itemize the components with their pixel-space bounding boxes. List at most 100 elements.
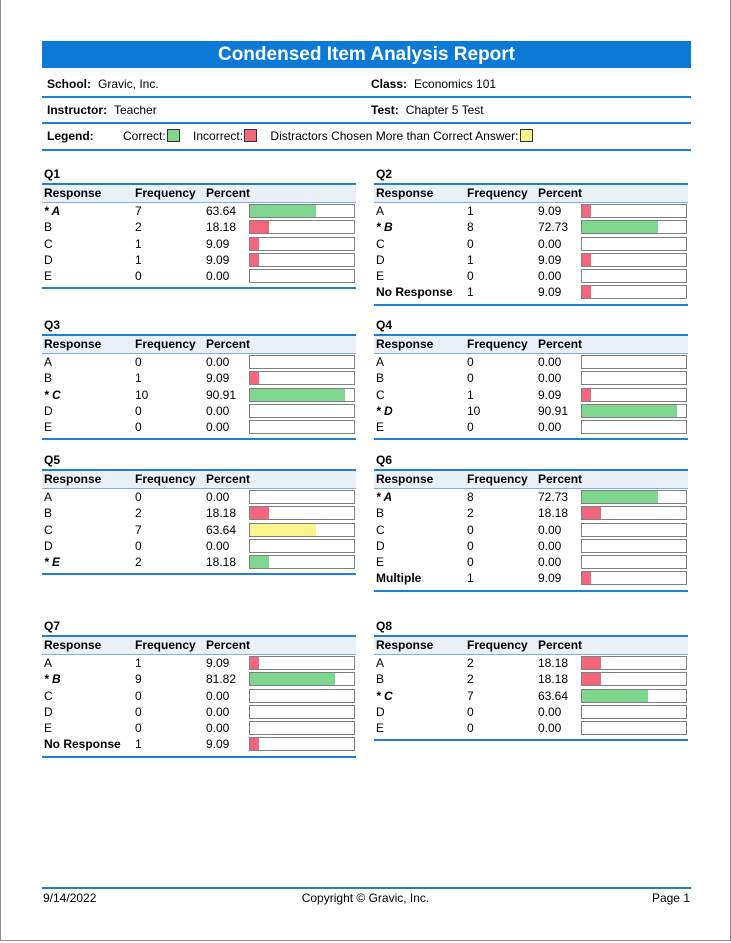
response-cell: E (376, 269, 385, 284)
table-row: * C 10 90.91 (42, 387, 356, 403)
percent-bar (581, 656, 687, 670)
table-row: C 0 0.00 (374, 236, 688, 252)
question-block: Q2 Response Frequency Percent A 1 9.09 * B 8 72.7… (374, 166, 688, 306)
legend-label: Legend: (47, 129, 94, 143)
table-row: E 0 0.00 (42, 268, 356, 284)
frequency-cell: 9 (135, 672, 142, 687)
question-block: Q4 Response Frequency Percent A 0 0.00 B 0 0.00 C 1… (374, 317, 688, 441)
legend-correct-label: Correct: (123, 129, 166, 143)
percent-bar-fill (582, 507, 601, 520)
frequency-header: Frequency (467, 186, 528, 200)
instructor-value: Teacher (114, 103, 157, 117)
frequency-cell: 8 (467, 220, 474, 235)
percent-cell: 0.00 (538, 269, 562, 284)
block-bottom-rule (42, 755, 356, 758)
percent-bar (581, 387, 687, 402)
table-row: * B 9 81.82 (42, 671, 356, 687)
percent-header: Percent (538, 472, 583, 486)
percent-bar (249, 656, 355, 670)
percent-cell: 18.18 (206, 220, 237, 235)
frequency-header: Frequency (135, 337, 196, 351)
percent-bar-fill (250, 221, 269, 234)
response-cell: B (376, 371, 385, 386)
response-cell: * A (376, 490, 393, 504)
table-row: C 0 0.00 (374, 522, 688, 538)
percent-cell: 72.73 (538, 490, 569, 504)
block-bottom-rule (42, 573, 356, 576)
frequency-header: Frequency (467, 472, 528, 486)
table-row: D 0 0.00 (374, 538, 688, 554)
table-row: * B 8 72.73 (374, 219, 688, 235)
percent-header: Percent (538, 337, 583, 351)
response-cell: E (376, 721, 385, 736)
percent-cell: 0.00 (538, 371, 562, 386)
response-cell: D (44, 704, 53, 719)
percent-cell: 9.09 (538, 285, 562, 300)
percent-cell: 0.00 (206, 355, 230, 369)
footer-page: Page 1 (651, 891, 690, 905)
response-cell: C (44, 688, 53, 703)
table-row: B 0 0.00 (374, 370, 688, 386)
test-label: Test: (371, 103, 399, 117)
block-bottom-rule (374, 589, 688, 592)
percent-cell: 0.00 (538, 236, 562, 251)
percent-cell: 9.09 (206, 236, 230, 251)
response-header: Response (44, 337, 102, 351)
table-row: D 0 0.00 (374, 704, 688, 720)
frequency-cell: 2 (467, 672, 474, 687)
frequency-cell: 0 (467, 236, 474, 251)
percent-bar-fill (250, 237, 260, 250)
response-cell: C (44, 522, 53, 537)
percent-bar-fill (582, 491, 658, 503)
table-row: C 1 9.09 (42, 236, 356, 252)
question-block: Q8 Response Frequency Percent A 2 18.18 B 2 18.18… (374, 618, 688, 742)
response-cell: * E (44, 555, 61, 570)
percent-cell: 9.09 (206, 656, 230, 670)
frequency-cell: 0 (467, 704, 474, 719)
table-row: A 0 0.00 (42, 489, 356, 505)
percent-cell: 63.64 (538, 688, 569, 703)
class-info: Class: Economics 101 (371, 73, 496, 95)
table-row: C 7 63.64 (42, 522, 356, 538)
percent-bar (249, 688, 355, 703)
frequency-cell: 2 (135, 506, 142, 521)
percent-cell: 81.82 (206, 672, 237, 687)
separator (42, 122, 691, 124)
percent-cell: 0.00 (206, 721, 230, 736)
table-row: A 2 18.18 (374, 655, 688, 671)
percent-bar (581, 236, 687, 251)
instructor-label: Instructor: (47, 103, 107, 117)
percent-bar-fill (582, 221, 658, 234)
response-cell: No Response (44, 737, 121, 752)
frequency-cell: 0 (467, 355, 474, 369)
frequency-cell: 1 (467, 387, 474, 402)
percent-bar-fill (582, 205, 592, 217)
response-cell: E (44, 721, 53, 736)
frequency-cell: 1 (467, 204, 474, 218)
legend-distractor-label: Distractors Chosen More than Correct Ans… (270, 129, 519, 143)
question-block: Q6 Response Frequency Percent * A 8 72.73 B 2 18.… (374, 452, 688, 592)
percent-bar (249, 355, 355, 369)
class-label: Class: (371, 77, 408, 91)
frequency-cell: 2 (467, 656, 474, 670)
question-title: Q8 (376, 619, 393, 633)
frequency-cell: 0 (467, 522, 474, 537)
percent-cell: 0.00 (538, 420, 562, 435)
table-row: * A 8 72.73 (374, 489, 688, 505)
response-cell: * C (376, 688, 393, 703)
percent-bar-fill (582, 388, 592, 401)
percent-bar (249, 538, 355, 553)
percent-cell: 0.00 (538, 555, 562, 570)
percent-bar (581, 371, 687, 386)
table-header: Response Frequency Percent (374, 334, 688, 354)
percent-cell: 0.00 (538, 538, 562, 553)
percent-cell: 9.09 (206, 371, 230, 386)
school-value: Gravic, Inc. (98, 77, 159, 91)
percent-bar (249, 204, 355, 218)
table-row: E 0 0.00 (374, 268, 688, 284)
percent-bar (581, 220, 687, 235)
response-cell: * B (44, 672, 61, 687)
frequency-cell: 0 (135, 704, 142, 719)
percent-cell: 9.09 (538, 571, 562, 586)
report-title: Condensed Item Analysis Report (42, 41, 691, 68)
